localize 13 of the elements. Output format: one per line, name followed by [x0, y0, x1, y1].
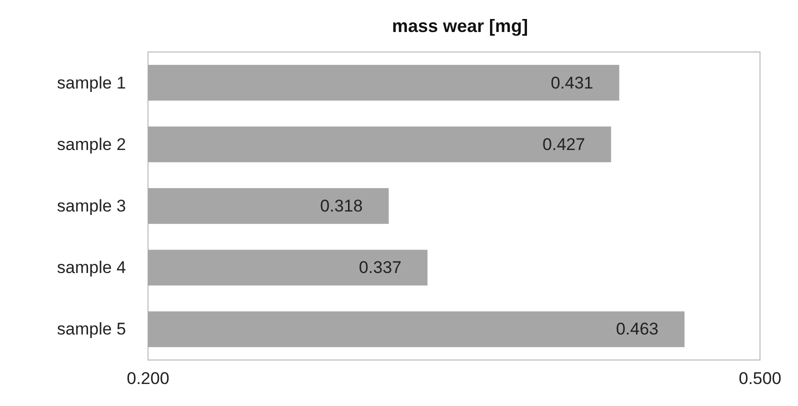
data-label: 0.318 — [320, 196, 363, 216]
chart-title: mass wear [mg] — [392, 16, 528, 36]
data-label: 0.431 — [550, 73, 594, 92]
y-tick-label: sample 5 — [57, 320, 126, 339]
x-tick-label: 0.200 — [126, 369, 170, 388]
y-tick-label: sample 1 — [57, 73, 126, 92]
y-tick-label: sample 4 — [57, 258, 126, 278]
data-label: 0.337 — [358, 258, 402, 278]
y-tick-label: sample 2 — [57, 134, 126, 154]
data-label: 0.463 — [616, 320, 659, 339]
data-label: 0.427 — [542, 134, 586, 154]
x-tick-label: 0.500 — [738, 369, 782, 388]
y-tick-label: sample 3 — [57, 196, 126, 216]
